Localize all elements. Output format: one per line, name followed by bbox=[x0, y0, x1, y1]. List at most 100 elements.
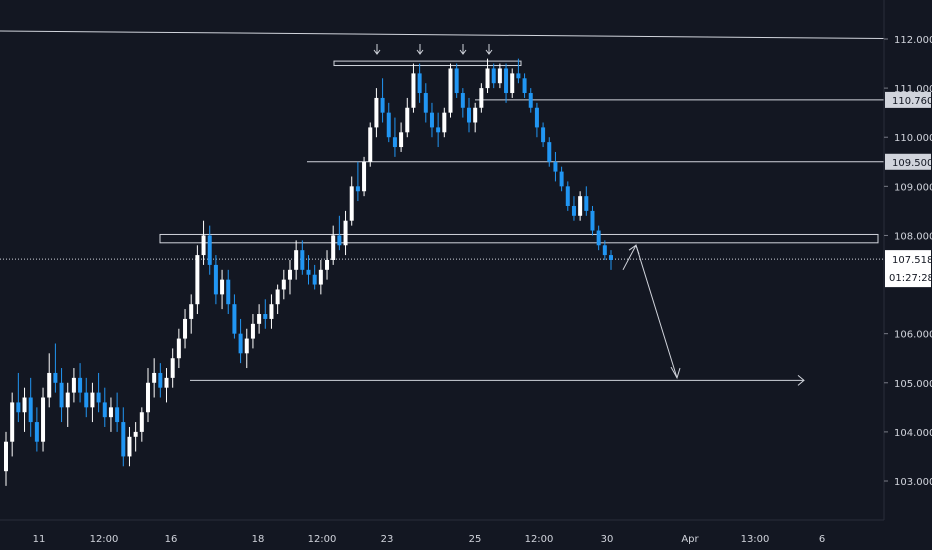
level-price-tag bbox=[885, 91, 931, 108]
projection-path bbox=[622, 243, 678, 379]
candle-body bbox=[559, 171, 564, 187]
candle-body bbox=[436, 127, 441, 133]
candle-body bbox=[220, 279, 225, 295]
candle-body bbox=[504, 68, 509, 94]
candle-body bbox=[152, 372, 157, 383]
current-price-label: 107.518 bbox=[892, 255, 932, 266]
price-tags: 110.760 109.500 107.518 01:27:28 bbox=[885, 91, 932, 288]
projection-arrowhead-up bbox=[628, 244, 640, 255]
candle-body bbox=[541, 127, 546, 143]
candle-body bbox=[170, 358, 175, 378]
candle-body bbox=[201, 235, 206, 256]
candle-body bbox=[368, 127, 373, 162]
candle-body bbox=[102, 402, 107, 418]
candle-body bbox=[362, 161, 367, 192]
candle-body bbox=[306, 269, 311, 275]
candle-body bbox=[275, 289, 280, 305]
candle-body bbox=[405, 107, 410, 133]
candle-body bbox=[374, 97, 379, 128]
candle-body bbox=[411, 73, 416, 108]
time-axis[interactable]: 11 12:00 16 18 12:00 23 25 12:00 30 Apr 13:00 6 bbox=[33, 534, 826, 545]
candle-body bbox=[287, 269, 292, 280]
candle-body bbox=[96, 392, 101, 403]
price-tick-label: 110.000 bbox=[894, 133, 932, 144]
candle-body bbox=[460, 93, 465, 108]
candle-body bbox=[47, 372, 52, 398]
candle-body bbox=[553, 161, 558, 172]
candle-body bbox=[565, 186, 570, 206]
candle-body bbox=[238, 333, 243, 354]
candle-body bbox=[596, 230, 601, 246]
candle-body bbox=[164, 377, 169, 388]
candle-body bbox=[53, 372, 58, 383]
countdown-label: 01:27:28 bbox=[889, 273, 932, 284]
price-tick-label: 103.000 bbox=[894, 477, 932, 488]
drawing-layer bbox=[0, 30, 885, 260]
time-tick-label: Apr bbox=[681, 534, 699, 545]
candle-body bbox=[28, 397, 33, 423]
time-tick-label: 12:00 bbox=[308, 534, 337, 545]
candle-body bbox=[448, 68, 453, 113]
candle-body bbox=[584, 196, 589, 211]
candle-body bbox=[392, 137, 397, 148]
candle-body bbox=[522, 78, 527, 94]
candle-body bbox=[22, 397, 27, 413]
candle-body bbox=[578, 196, 583, 216]
level-price-tag bbox=[885, 153, 931, 170]
candle-body bbox=[497, 68, 502, 84]
candle-body bbox=[528, 93, 533, 108]
annotations-layer bbox=[190, 44, 805, 386]
price-tick-label: 104.000 bbox=[894, 428, 932, 439]
candle-body bbox=[250, 323, 255, 339]
candle-body bbox=[78, 377, 83, 393]
time-tick-label: 11 bbox=[33, 534, 46, 545]
candle-body bbox=[331, 235, 336, 260]
candle-body bbox=[4, 441, 8, 472]
candle-body bbox=[454, 68, 459, 94]
price-axis[interactable]: 112.000 111.000 110.000 109.000 108.000 106.0… bbox=[884, 35, 932, 488]
candle-body bbox=[213, 264, 218, 295]
candle-body bbox=[337, 235, 342, 246]
trend-line bbox=[0, 30, 885, 39]
level-price-tag-label: 110.760 bbox=[892, 96, 932, 107]
candle-body bbox=[108, 407, 113, 418]
target-arrowhead bbox=[797, 374, 805, 386]
candle-body bbox=[158, 372, 163, 388]
candle-body bbox=[473, 107, 478, 123]
down-arrow-icon bbox=[459, 44, 467, 55]
candle-body bbox=[571, 205, 576, 216]
candle-body bbox=[609, 255, 613, 260]
candle-body bbox=[207, 235, 212, 265]
down-arrow-icon bbox=[485, 44, 493, 55]
candle-body bbox=[133, 431, 138, 437]
time-tick-label: 18 bbox=[252, 534, 265, 545]
candle-body bbox=[318, 269, 323, 285]
resistance-box bbox=[333, 60, 522, 67]
price-tick-label: 108.000 bbox=[894, 231, 932, 242]
time-tick-label: 16 bbox=[165, 534, 178, 545]
candle-body bbox=[189, 304, 194, 319]
price-tick-label: 111.000 bbox=[894, 84, 932, 95]
support-zone-box bbox=[159, 233, 879, 244]
candle-body bbox=[269, 304, 274, 319]
candle-body bbox=[65, 392, 70, 408]
candle-body bbox=[485, 68, 490, 89]
candle-body bbox=[59, 382, 64, 408]
time-tick-label: 6 bbox=[819, 534, 825, 545]
candle-body bbox=[16, 402, 21, 413]
candle-body bbox=[34, 422, 39, 442]
candle-body bbox=[71, 377, 76, 393]
candle-body bbox=[121, 422, 126, 457]
down-arrow-icon bbox=[416, 44, 424, 55]
candle-body bbox=[399, 132, 404, 148]
candle-body bbox=[429, 112, 434, 128]
projection-arrowhead-down bbox=[670, 366, 681, 380]
price-tick-label: 105.000 bbox=[894, 379, 932, 390]
candle-body bbox=[534, 107, 539, 128]
candle-body bbox=[294, 250, 299, 270]
candles-layer bbox=[4, 58, 613, 486]
candle-body bbox=[343, 220, 348, 246]
candle-body bbox=[226, 279, 231, 305]
